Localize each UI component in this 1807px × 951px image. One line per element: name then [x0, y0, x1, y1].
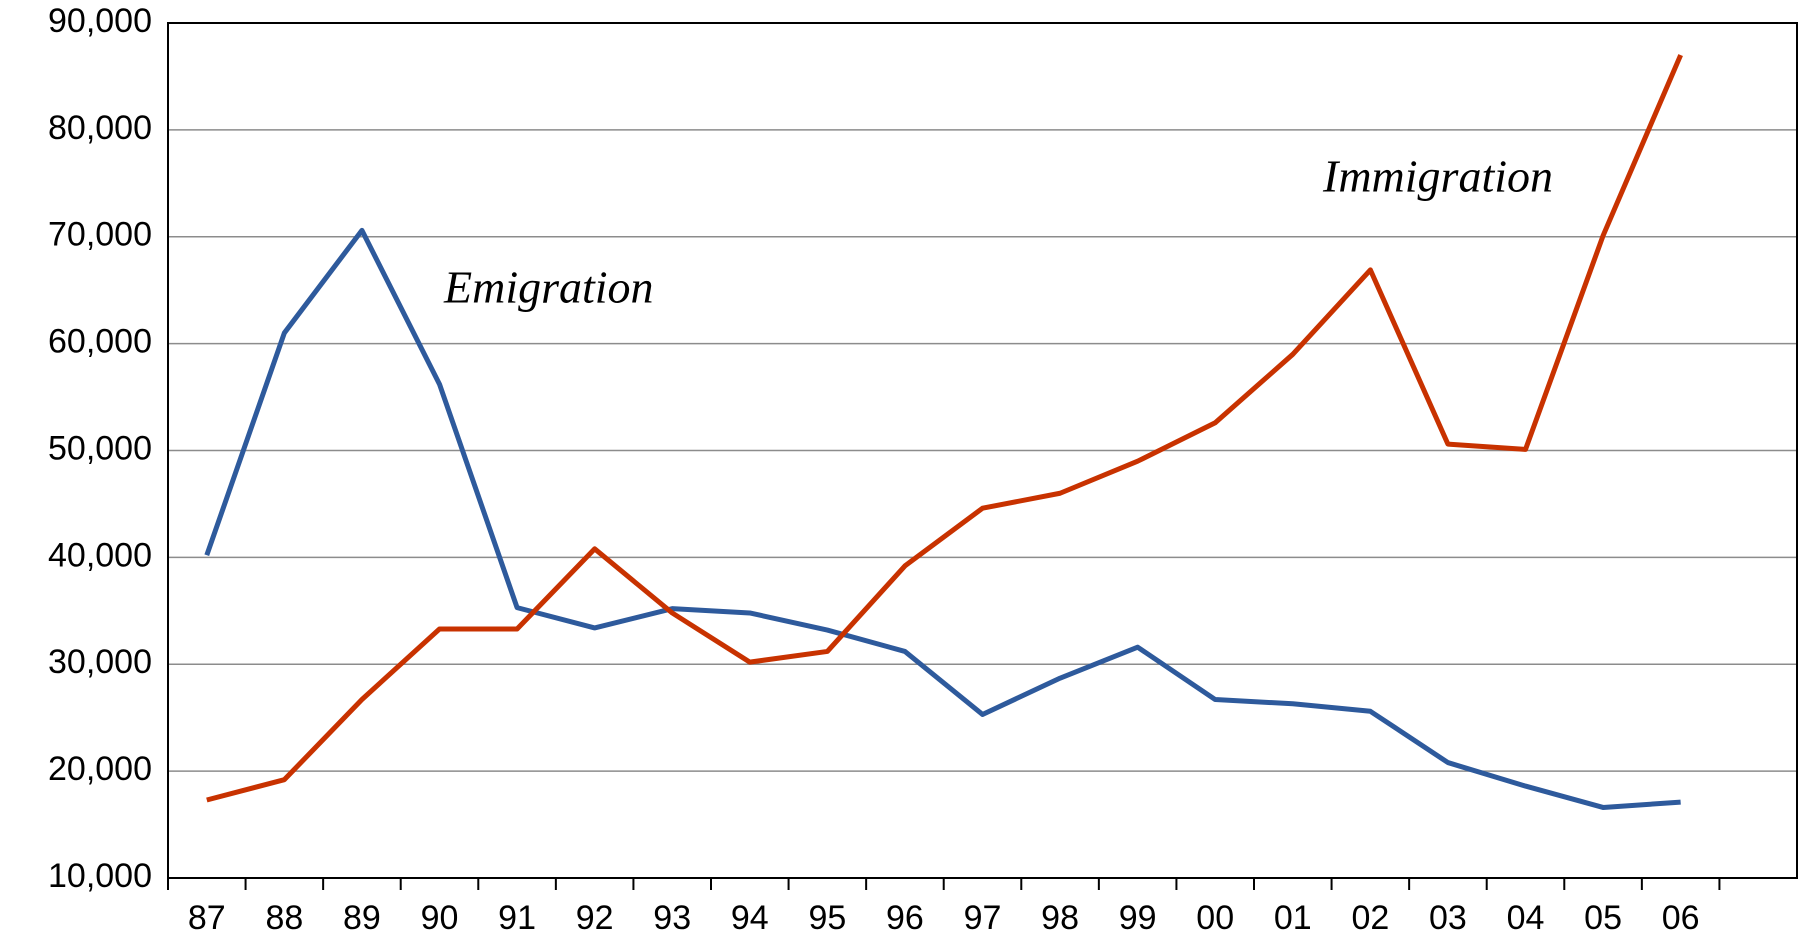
y-tick-label: 60,000: [48, 323, 152, 361]
x-tick-label: 99: [1119, 899, 1157, 937]
x-tick-label: 97: [964, 899, 1002, 937]
y-tick-label: 20,000: [48, 750, 152, 788]
x-tick-label: 05: [1584, 899, 1622, 937]
x-tick-label: 95: [808, 899, 846, 937]
y-tick-label: 70,000: [48, 216, 152, 254]
plot-frame: [167, 22, 1798, 879]
x-tick-label: 92: [576, 899, 614, 937]
x-tick-label: 88: [265, 899, 303, 937]
x-tick-label: 94: [731, 899, 769, 937]
series-line: [206, 54, 1683, 803]
y-tick-label: 30,000: [48, 643, 152, 681]
series-line: [204, 227, 1681, 810]
x-tick-label: 87: [188, 899, 226, 937]
y-tick-label: 10,000: [48, 857, 152, 895]
x-tick-label: 89: [343, 899, 381, 937]
x-tick-label: 04: [1507, 899, 1545, 937]
y-tick-label: 80,000: [48, 109, 152, 147]
x-tick-label: 06: [1662, 899, 1700, 937]
x-tick-label: 01: [1274, 899, 1312, 937]
x-tick-label: 02: [1351, 899, 1389, 937]
series-label: Immigration: [1322, 151, 1553, 202]
series-label: Emigration: [443, 262, 654, 313]
x-tick-label: 98: [1041, 899, 1079, 937]
x-tick-label: 00: [1196, 899, 1234, 937]
y-tick-label: 40,000: [48, 536, 152, 574]
x-tick-label: 93: [653, 899, 691, 937]
x-tick-label: 90: [421, 899, 459, 937]
x-tick-label: 91: [498, 899, 536, 937]
y-tick-label: 90,000: [48, 2, 152, 40]
y-tick-label: 50,000: [48, 429, 152, 467]
x-tick-label: 96: [886, 899, 924, 937]
x-tick-label: 03: [1429, 899, 1467, 937]
